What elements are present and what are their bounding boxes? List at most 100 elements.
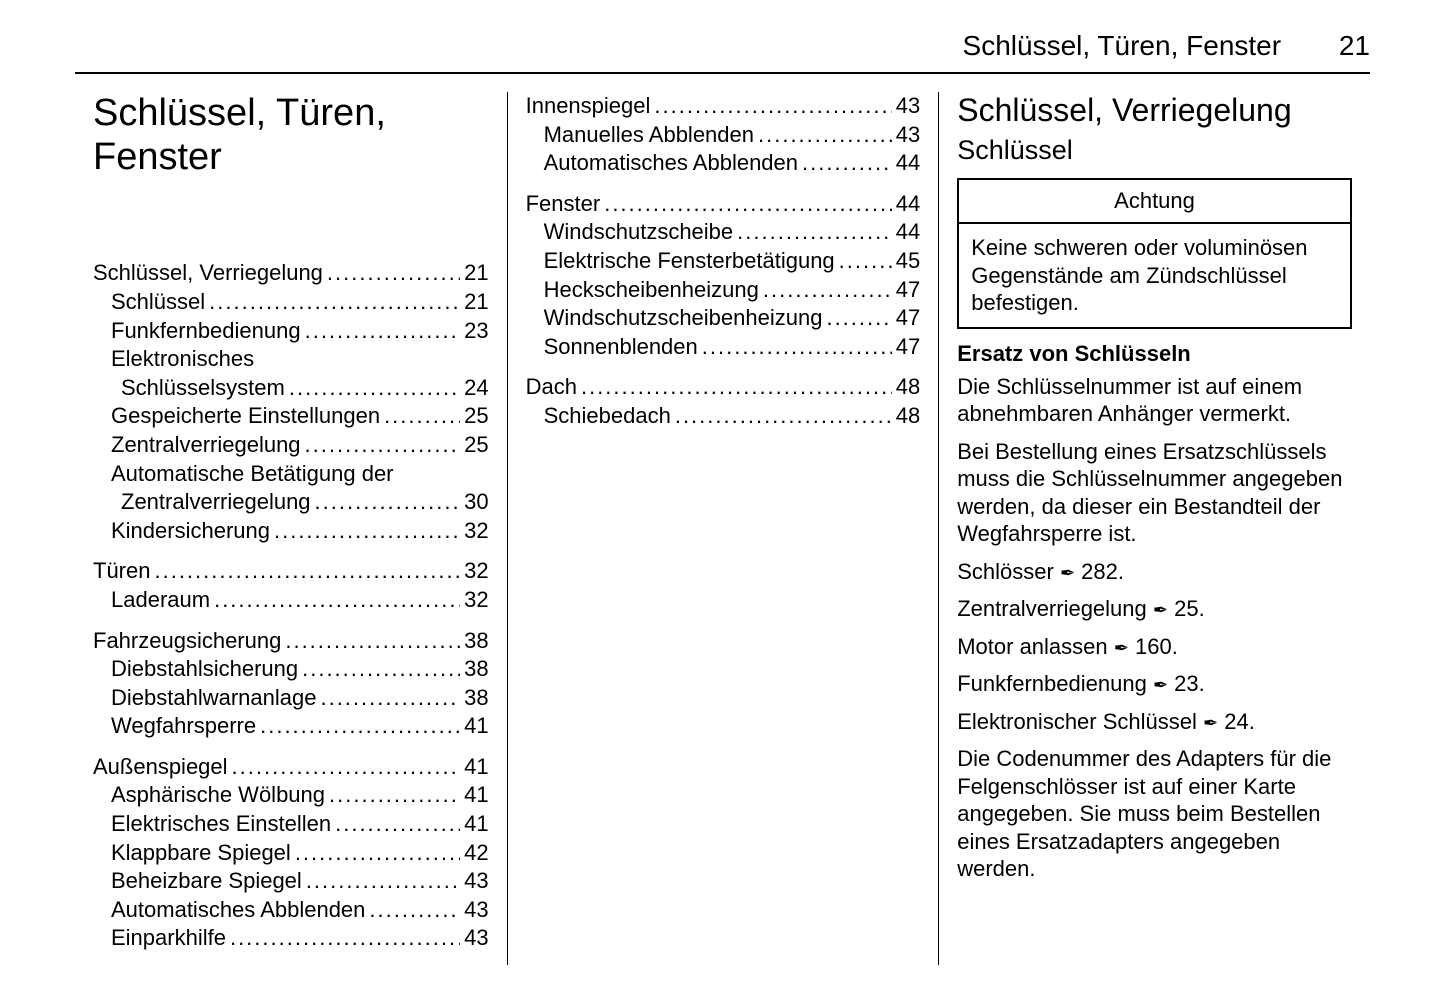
header-page-number: 21: [1339, 30, 1370, 61]
toc-entry: Schlüssel, Verriegelung21: [93, 259, 489, 288]
toc-page-number: 47: [896, 333, 920, 362]
toc-label: Laderaum: [111, 586, 210, 615]
toc-page-number: 44: [896, 149, 920, 178]
toc-group: Außenspiegel41Asphärische Wölbung41Elekt…: [93, 753, 489, 953]
toc-entry: Gespeicherte Einstellungen 25: [93, 402, 489, 431]
toc-leader-dots: [315, 488, 461, 517]
toc-page-number: 47: [896, 304, 920, 333]
xref-page: 25: [1174, 596, 1198, 621]
toc-leader-dots: [305, 431, 461, 460]
paragraph: Bei Bestellung eines Ersatzschlüs­sels m…: [957, 438, 1352, 548]
toc-entry: Schlüssel21: [93, 288, 489, 317]
page: Schlüssel, Türen, Fenster 21 Schlüssel, …: [0, 0, 1445, 995]
toc-page-number: 42: [464, 839, 488, 868]
section-heading-3: Ersatz von Schlüsseln: [957, 341, 1352, 367]
header-title: Schlüssel, Türen, Fenster: [963, 30, 1282, 61]
toc-entry: Fahrzeugsicherung 38: [93, 627, 489, 656]
toc-label: Dach: [526, 373, 577, 402]
xref-label: Elektronischer Schlüssel: [957, 709, 1197, 734]
xref-label: Schlösser: [957, 559, 1054, 584]
toc-label: Schlüssel: [111, 288, 205, 317]
toc-entry: Asphärische Wölbung41: [93, 781, 489, 810]
toc-label: Schlüssel, Verriegelung: [93, 259, 323, 288]
cross-reference: Zentralverriegelung ✒ 25.: [957, 595, 1352, 623]
toc-page-number: 38: [464, 627, 488, 656]
toc-page-number: 25: [464, 402, 488, 431]
chapter-title: Schlüssel, Türen, Fenster: [93, 92, 489, 179]
toc-page-number: 41: [464, 781, 488, 810]
xref-icon: ✒: [1153, 674, 1168, 697]
toc-entry: Dach 48: [526, 373, 921, 402]
cross-reference: Elektronischer Schlüssel ✒ 24.: [957, 708, 1352, 736]
toc-label: Diebstahlsicherung: [111, 655, 298, 684]
toc-page-number: 48: [896, 373, 920, 402]
toc-entry: Beheizbare Spiegel43: [93, 867, 489, 896]
cross-reference: Funkfernbedienung ✒ 23.: [957, 670, 1352, 698]
toc-label: Windschutzscheibenheizung: [544, 304, 823, 333]
toc-label: Fahrzeugsicherung: [93, 627, 281, 656]
toc-page-number: 43: [464, 867, 488, 896]
toc-leader-dots: [302, 655, 460, 684]
xref-label: Funkfernbedienung: [957, 671, 1147, 696]
toc-entry: Klappbare Spiegel 42: [93, 839, 489, 868]
toc-entry: Außenspiegel41: [93, 753, 489, 782]
toc-label: Außenspiegel: [93, 753, 228, 782]
toc-leader-dots: [320, 684, 460, 713]
section-heading-1: Schlüssel, Verriegelung: [957, 92, 1352, 129]
toc-leader-dots: [154, 557, 460, 586]
toc-leader-dots: [260, 712, 460, 741]
xref-icon: ✒: [1060, 562, 1075, 585]
toc-label: Zentralverriegelung: [111, 431, 301, 460]
chapter-title-line1: Schlüssel, Türen,: [93, 92, 386, 134]
toc-leader-dots: [329, 781, 460, 810]
toc-label: Manuelles Abblenden: [544, 121, 754, 150]
toc-label: Gespeicherte Einstellungen: [111, 402, 380, 431]
column-2: Innenspiegel43Manuelles Abblenden43Autom…: [507, 92, 939, 965]
toc-leader-dots: [305, 317, 461, 346]
toc-label: Funkfernbedienung: [111, 317, 301, 346]
toc-entry: Wegfahrsperre41: [93, 712, 489, 741]
toc-leader-dots: [295, 839, 460, 868]
xref-icon: ✒: [1114, 637, 1129, 660]
toc-leader-dots: [285, 627, 460, 656]
caution-title: Achtung: [959, 180, 1350, 224]
toc-label: Heckscheibenheizung: [544, 276, 759, 305]
toc-page-number: 43: [464, 896, 488, 925]
toc-entry: Manuelles Abblenden43: [526, 121, 921, 150]
toc-label: Klappbare Spiegel: [111, 839, 291, 868]
toc-entry: Funkfernbedienung23: [93, 317, 489, 346]
caution-box: Achtung Keine schweren oder voluminö­sen…: [957, 178, 1352, 329]
toc-leader-dots: [581, 373, 892, 402]
toc-label: Einparkhilfe: [111, 924, 226, 953]
toc-column-1: Schlüssel, Verriegelung21Schlüssel21Funk…: [93, 259, 489, 953]
toc-entry: Sonnenblenden 47: [526, 333, 921, 362]
toc-entry: Elektrische Fensterbetätigung45: [526, 247, 921, 276]
toc-leader-dots: [274, 517, 460, 546]
toc-leader-dots: [289, 374, 460, 403]
toc-page-number: 25: [464, 431, 488, 460]
toc-page-number: 44: [896, 218, 920, 247]
toc-entry: Türen32: [93, 557, 489, 586]
toc-entry: Zentralverriegelung30: [93, 488, 489, 517]
xref-page: 23: [1174, 671, 1198, 696]
toc-leader-dots: [384, 402, 460, 431]
toc-leader-dots: [675, 402, 892, 431]
toc-label: Sonnenblenden: [544, 333, 698, 362]
toc-label: Kindersicherung: [111, 517, 270, 546]
column-1: Schlüssel, Türen, Fenster Schlüssel, Ver…: [75, 92, 507, 965]
xref-icon: ✒: [1203, 712, 1218, 735]
toc-entry-wrap: Automatische Betätigung der: [93, 460, 489, 489]
xref-page: 160: [1135, 634, 1172, 659]
toc-leader-dots: [604, 190, 892, 219]
toc-leader-dots: [306, 867, 460, 896]
toc-page-number: 48: [896, 402, 920, 431]
page-header: Schlüssel, Türen, Fenster 21: [75, 30, 1370, 74]
toc-entry: Kindersicherung32: [93, 517, 489, 546]
toc-page-number: 41: [464, 712, 488, 741]
toc-entry: Diebstahlsicherung38: [93, 655, 489, 684]
toc-group: Türen32Laderaum 32: [93, 557, 489, 614]
toc-page-number: 32: [464, 586, 488, 615]
toc-entry: Windschutzscheibe44: [526, 218, 921, 247]
toc-entry: Schiebedach48: [526, 402, 921, 431]
toc-page-number: 44: [896, 190, 920, 219]
